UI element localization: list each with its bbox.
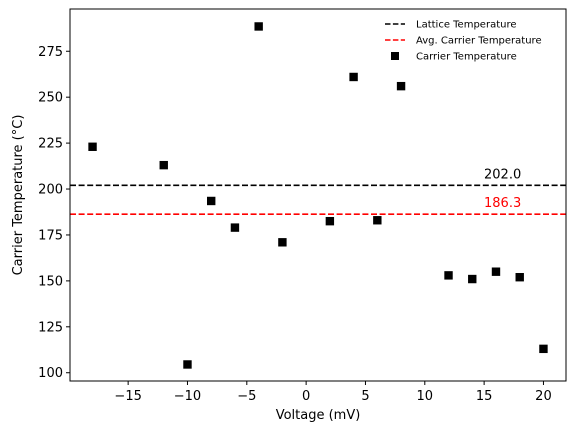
data-point (539, 344, 548, 354)
data-point (468, 274, 477, 284)
data-point (515, 273, 524, 282)
data-point (444, 271, 453, 280)
y-axis: 100 125 150 175 200 225 250 275 (38, 45, 70, 381)
data-point (396, 81, 406, 91)
y-axis-label: Carrier Temperature (°C) (11, 115, 26, 276)
legend-label-lattice-temperature: Lattice Temperature (416, 20, 517, 31)
lattice-temperature-value: 202.0 (484, 167, 521, 182)
data-point (183, 360, 192, 369)
avg-carrier-temperature-value: 186.3 (484, 196, 521, 211)
data-point (325, 216, 335, 226)
x-axis: −15 −10 −5 0 5 10 15 20 (114, 381, 552, 404)
y-tick-label: 275 (38, 45, 63, 60)
y-tick-label: 100 (38, 366, 63, 381)
y-tick-label: 125 (38, 320, 63, 335)
data-point (88, 142, 97, 151)
y-tick-label: 150 (38, 274, 63, 289)
legend-label-avg-carrier-temperature: Avg. Carrier Temperature (416, 36, 542, 47)
reference-lines: 202.0 186.3 (70, 167, 566, 215)
y-tick-label: 200 (38, 183, 63, 198)
data-point (254, 22, 263, 31)
x-tick-label: 20 (535, 389, 552, 404)
data-point (373, 216, 382, 225)
legend-swatch-carrier-temperature (391, 52, 399, 60)
x-axis-label: Voltage (mV) (276, 408, 361, 423)
x-tick-label: −10 (174, 389, 201, 404)
data-point (278, 238, 287, 247)
y-tick-label: 225 (38, 137, 63, 152)
axes-frame (69, 8, 567, 382)
x-tick-label: 15 (476, 389, 493, 404)
legend-label-carrier-temperature: Carrier Temperature (416, 52, 517, 63)
y-tick-label: 175 (38, 228, 63, 243)
data-point (159, 160, 168, 170)
data-point (349, 72, 358, 82)
data-point (230, 223, 240, 232)
x-tick-label: 0 (302, 389, 310, 404)
legend: Lattice Temperature Avg. Carrier Tempera… (385, 20, 542, 63)
y-tick-label: 250 (38, 91, 63, 106)
data-point (207, 196, 216, 206)
x-tick-label: 10 (417, 389, 434, 404)
data-point (491, 267, 501, 276)
x-tick-label: 5 (361, 389, 369, 404)
data-points (88, 22, 548, 369)
x-tick-label: −15 (114, 389, 141, 404)
x-tick-label: −5 (237, 389, 256, 404)
